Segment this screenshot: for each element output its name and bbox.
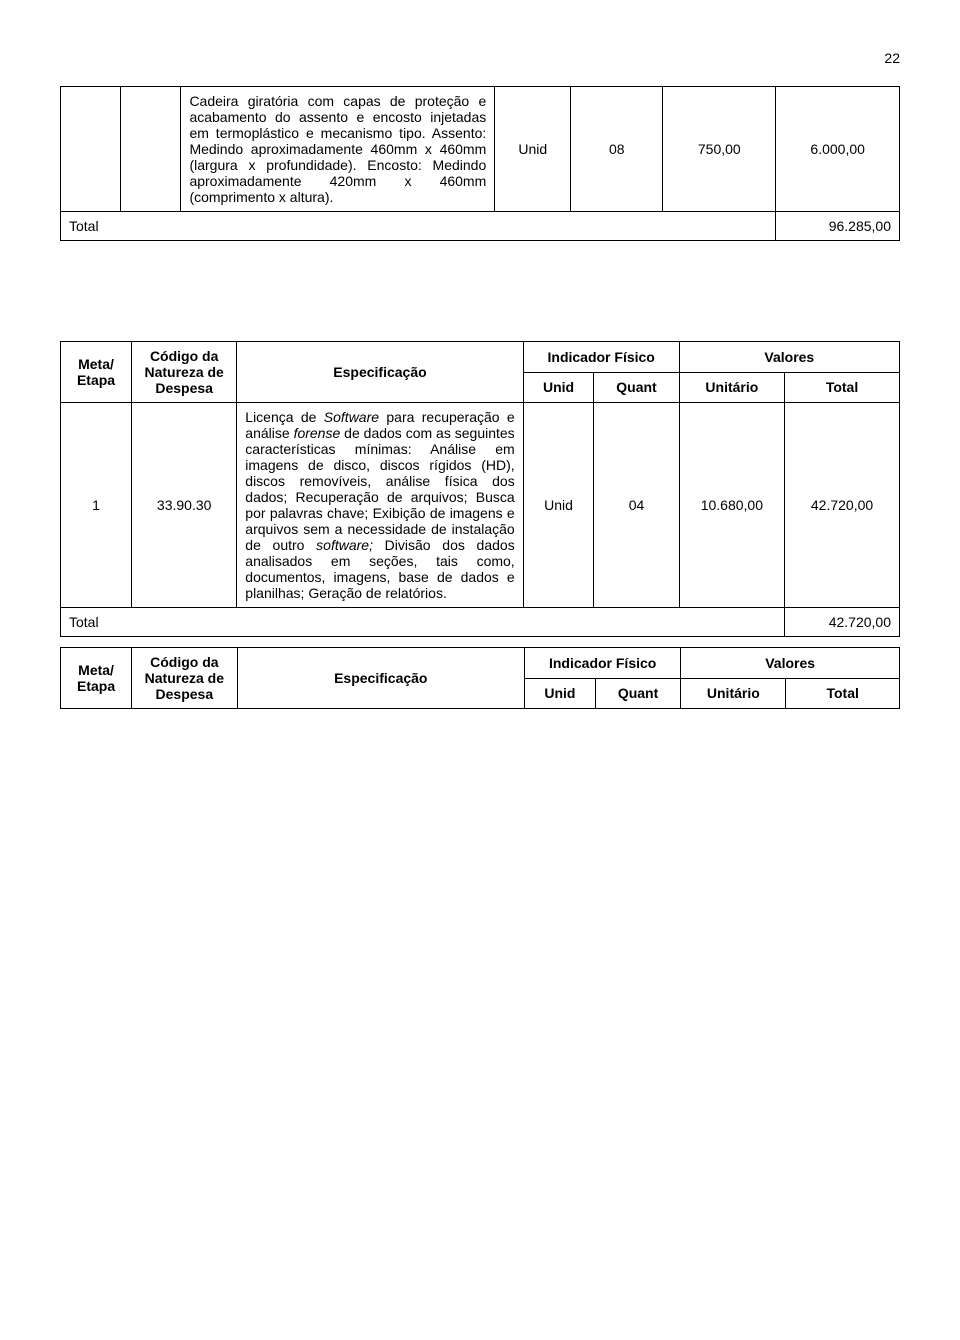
hdr-spec: Especificação (237, 342, 523, 403)
hdr-quant: Quant (594, 372, 679, 403)
table-2: Meta/ Etapa Código da Natureza de Despes… (60, 341, 900, 637)
hdr-code: Código da Natureza de Despesa (132, 648, 237, 709)
cell-spec: Cadeira giratória com capas de proteção … (181, 87, 495, 212)
table-total-row: Total 96.285,00 (61, 212, 900, 241)
table-3: Meta/ Etapa Código da Natureza de Despes… (60, 647, 900, 709)
cell-total: 6.000,00 (776, 87, 900, 212)
table-row: Cadeira giratória com capas de proteção … (61, 87, 900, 212)
spec-italic: forense (294, 425, 341, 441)
hdr-quant: Quant (595, 678, 680, 709)
cell-unid: Unid (523, 403, 594, 608)
hdr-meta: Meta/ Etapa (61, 342, 132, 403)
table-header-row: Meta/ Etapa Código da Natureza de Despes… (61, 648, 900, 679)
spec-italic: software; (316, 537, 373, 553)
hdr-values: Valores (681, 648, 900, 679)
spec-italic: Software (324, 409, 379, 425)
table-header-row: Meta/ Etapa Código da Natureza de Despes… (61, 342, 900, 373)
page-number: 22 (60, 50, 900, 66)
cell-empty (61, 87, 121, 212)
cell-unid: Unid (495, 87, 571, 212)
cell-total-value: 42.720,00 (785, 608, 900, 637)
hdr-spec: Especificação (237, 648, 524, 709)
hdr-code: Código da Natureza de Despesa (132, 342, 237, 403)
cell-unit: 10.680,00 (679, 403, 784, 608)
table-1: Cadeira giratória com capas de proteção … (60, 86, 900, 241)
cell-code: 33.90.30 (132, 403, 237, 608)
hdr-meta: Meta/ Etapa (61, 648, 132, 709)
spec-text: Licença de (245, 409, 324, 425)
hdr-total: Total (786, 678, 900, 709)
hdr-indicator: Indicador Físico (523, 342, 679, 373)
hdr-total: Total (785, 372, 900, 403)
cell-total-label: Total (61, 212, 776, 241)
cell-total-value: 96.285,00 (776, 212, 900, 241)
cell-meta: 1 (61, 403, 132, 608)
cell-total: 42.720,00 (785, 403, 900, 608)
table-total-row: Total 42.720,00 (61, 608, 900, 637)
spec-text: de dados com as seguintes característica… (245, 425, 514, 553)
cell-empty (121, 87, 181, 212)
hdr-unid: Unid (523, 372, 594, 403)
table-row: 1 33.90.30 Licença de Software para recu… (61, 403, 900, 608)
cell-total-label: Total (61, 608, 785, 637)
cell-quant: 04 (594, 403, 679, 608)
cell-unit: 750,00 (663, 87, 776, 212)
hdr-indicator: Indicador Físico (525, 648, 681, 679)
hdr-unit: Unitário (679, 372, 784, 403)
hdr-unit: Unitário (681, 678, 786, 709)
cell-spec: Licença de Software para recuperação e a… (237, 403, 523, 608)
cell-quant: 08 (571, 87, 663, 212)
hdr-unid: Unid (525, 678, 596, 709)
hdr-values: Valores (679, 342, 899, 373)
